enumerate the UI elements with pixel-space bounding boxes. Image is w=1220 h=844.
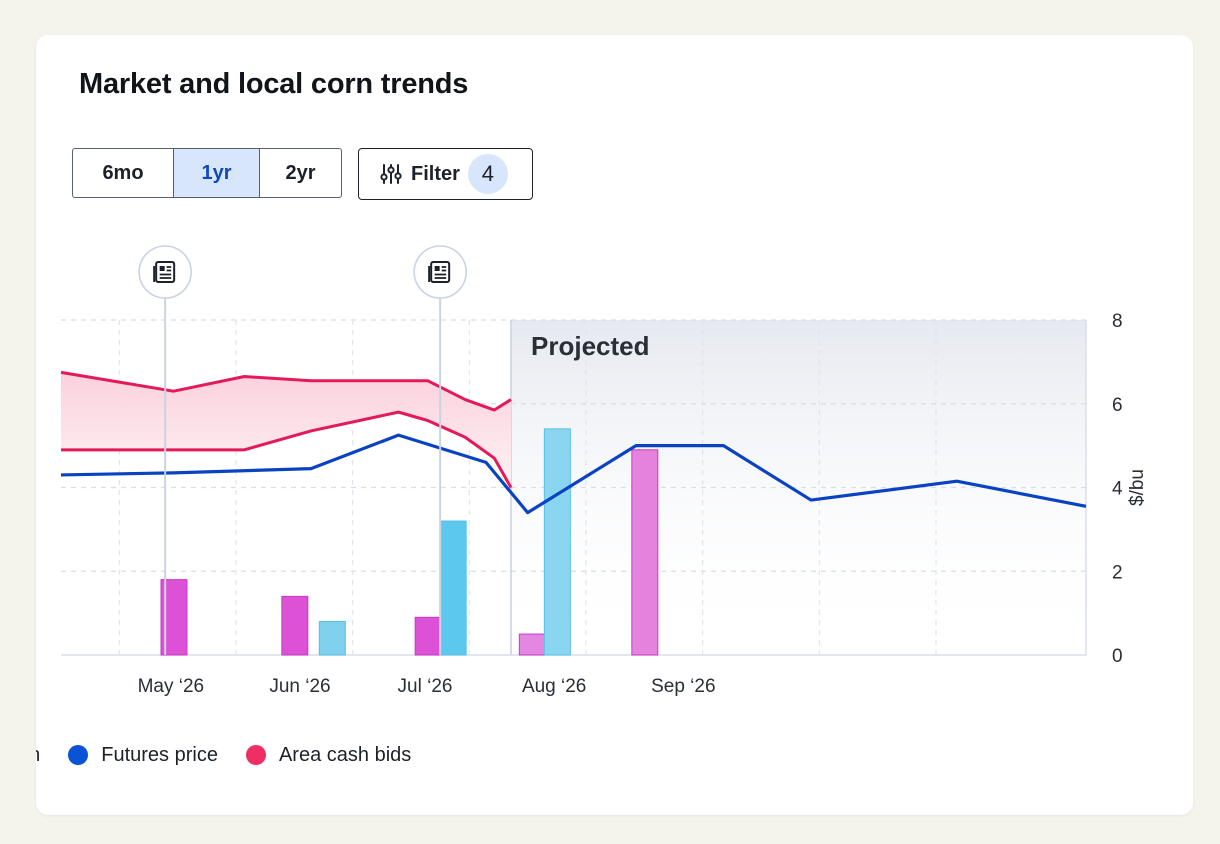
y-tick-label: 8 — [1112, 311, 1123, 332]
y-axis-label: $/bu — [1127, 469, 1148, 506]
y-tick-label: 2 — [1112, 562, 1123, 583]
bar-event — [281, 595, 309, 656]
news-marker-circle — [413, 245, 467, 299]
y-tick-label: 6 — [1112, 395, 1123, 416]
bar-event — [518, 633, 546, 656]
cash-bids-band — [61, 372, 511, 488]
bar-volume — [318, 621, 346, 656]
legend-dot-cash-bids — [245, 745, 266, 765]
cash-bids-upper-line — [60, 370, 512, 412]
x-tick-label: Aug ‘26 — [522, 676, 586, 697]
x-tick-label: Jun ‘26 — [269, 676, 330, 697]
range-option-2yr[interactable]: 2yr — [259, 149, 341, 197]
legend-item-area-cash-bids[interactable]: Area cash bids — [245, 743, 412, 767]
x-tick-label: Jul ‘26 — [398, 676, 453, 697]
bar-volume — [439, 520, 467, 656]
bar-volume — [543, 428, 571, 656]
legend-label-truncated: on — [36, 744, 40, 767]
chart-card: Market and local corn trends 6mo 1yr 2yr… — [36, 35, 1193, 815]
cash-bids-lower-line — [61, 410, 513, 489]
x-tick-label: Sep ‘26 — [651, 676, 715, 697]
bar-event — [631, 449, 659, 656]
bar-event — [414, 616, 442, 656]
news-marker-circle — [138, 245, 192, 299]
news-icon-frame — [155, 261, 176, 283]
news-icon — [153, 261, 176, 283]
range-selector: 6mo 1yr 2yr — [72, 148, 342, 198]
filter-label: Filter — [411, 162, 460, 185]
range-option-1yr[interactable]: 1yr — [173, 149, 259, 197]
chart-legend: on Futures price Area cash bids — [36, 740, 536, 770]
projected-region — [511, 320, 1086, 655]
news-icon-photo — [434, 266, 440, 271]
legend-label-cash-bids: Area cash bids — [278, 743, 412, 766]
filter-count-badge: 4 — [467, 154, 508, 194]
range-option-6mo[interactable]: 6mo — [102, 161, 144, 184]
sliders-icon — [380, 164, 402, 184]
news-icon-photo — [159, 266, 165, 271]
futures-price-line — [60, 433, 1087, 515]
card-title: Market and local corn trends — [79, 68, 469, 100]
legend-dot-futures — [68, 745, 89, 765]
filter-button[interactable]: Filter 4 — [358, 148, 533, 200]
legend-item-futures-price[interactable]: Futures price — [68, 744, 218, 767]
legend-label-futures: Futures price — [101, 743, 218, 766]
y-tick-label: 0 — [1112, 646, 1123, 667]
projected-label: Projected — [531, 331, 650, 361]
legend-item-truncated: on — [36, 744, 40, 767]
news-icon — [428, 261, 451, 283]
x-tick-label: May ‘26 — [138, 676, 205, 697]
news-icon-frame — [430, 261, 451, 283]
y-tick-label: 4 — [1112, 479, 1123, 500]
price-chart: 0 2 4 6 8 $/bu Projected May ‘26 Jun ‘26 Jul ‘26 A… — [60, 245, 1148, 697]
